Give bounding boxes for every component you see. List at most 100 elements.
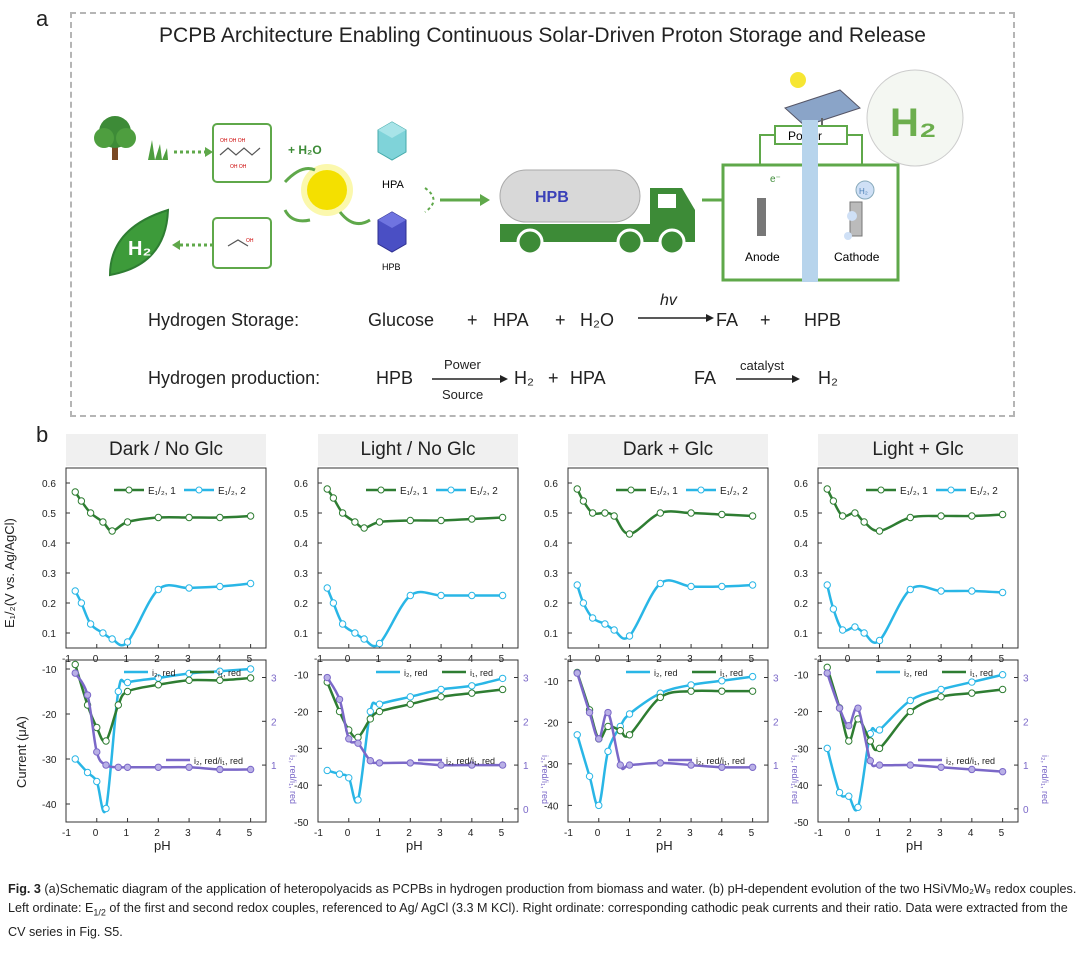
data-point [998,588,1007,597]
legend-marker-e1 [877,486,885,494]
y-tick-label: -30 [794,744,809,755]
data-point [579,497,588,505]
y-tick-label: 0.6 [544,479,558,490]
y2-tick-label: 2 [1023,717,1029,728]
panel-title-3: Dark + Glc [568,434,768,466]
x-tick-label: 2 [656,828,662,839]
y2-tick-label: 3 [1023,674,1029,685]
data-point [498,513,507,522]
plot-frame [317,467,519,649]
figure-caption: Fig. 3 (a)Schematic diagram of the appli… [8,880,1078,942]
data-point [616,726,625,735]
y-tick-label: -30 [294,744,309,755]
y-tick-label: -40 [794,781,809,792]
y-tick-label: 0.6 [294,479,308,490]
data-point [748,512,757,520]
data-point [860,518,868,526]
data-point [875,726,884,734]
data-point [610,512,618,520]
series-line-2 [826,667,1003,752]
x-tick-label: 3 [185,828,191,839]
y-tick-label: 0.5 [42,509,56,520]
y-tick-label: 0.1 [794,629,808,640]
fig-label: Fig. [8,882,31,896]
plot-frame [817,467,1019,649]
data-point [114,763,123,771]
y2-tick-label: 3 [271,674,277,685]
data-point [656,759,665,767]
legend-marker-e2 [195,486,203,494]
data-point [246,665,255,673]
y-tick-label: 0.4 [794,539,808,550]
y-tick-label: -20 [794,708,809,719]
series-line-1 [826,673,1003,812]
series-line-1 [826,488,1003,533]
legend-label-e1: E₁/₂, 1 [400,486,428,497]
data-point [875,527,884,535]
x-tick-label: 5 [749,828,755,839]
y-tick-label: -10 [794,671,809,682]
legend-label-i1: i₁, red [218,668,241,678]
data-point [498,761,507,769]
svg-text:OH OH OH: OH OH OH [220,138,246,144]
data-point [845,737,853,745]
data-point [360,524,368,532]
y-tick-label: -10 [544,677,559,688]
data-point [498,685,507,694]
production-eq-plus: + [548,368,559,388]
data-point [656,693,665,702]
data-point [937,512,945,520]
data-point [573,731,581,739]
series-line-2 [826,584,1003,644]
data-point [718,687,726,695]
data-point [216,513,224,522]
svg-text:OH: OH [246,238,254,244]
storage-eq-hpb: HPB [804,310,842,330]
y-tick-label: -50 [294,818,309,829]
x-tick-label: 2 [406,828,412,839]
legend-label-i1: i₁, red [470,668,493,678]
x-tick-label: 4 [968,828,974,839]
data-point [656,579,665,588]
data-point [437,761,445,769]
legend-marker-e1 [627,486,635,494]
schematic-diagram: OH OH OH OH OH + H₂O OH H₂ HPA HPB HPB [94,69,964,282]
y-tick-label: 0.1 [294,629,308,640]
series-line-1 [576,675,753,808]
y-tick-label: 0.2 [544,599,558,610]
data-point [93,723,101,732]
production-eq-arrow-2 [736,375,800,383]
legend-marker-e2 [947,486,955,494]
y2-axis-label: i₂, red/i₁, red [790,755,800,804]
data-point [437,685,445,694]
legend-label-i2: i₂, red [654,668,678,678]
data-point [468,591,476,600]
legend-label-ratio: i₂, red/i₁, red [194,756,243,766]
data-point [216,582,224,591]
y-label-top: E₁/₂(V vs. Ag/AgCl) [2,518,17,628]
data-point [937,587,945,595]
data-point [968,689,976,697]
y2-axis-label: i₂, red/i₁, red [1040,755,1050,804]
data-point [748,581,757,589]
data-point [329,599,338,607]
data-point [366,715,375,723]
data-point [185,584,193,592]
h2-bubble-icon [855,180,875,200]
data-point [246,579,255,588]
data-point [823,581,831,589]
storage-eq-arrow [638,314,714,322]
data-point [748,672,757,681]
y-tick-label: 0.3 [42,569,56,580]
data-point [468,682,476,690]
legend-label-e1: E₁/₂, 1 [148,486,176,497]
storage-eq-glucose: Glucose [368,310,435,330]
production-eq-catalyst: catalyst [740,358,785,373]
caption-text-2: of the first and second redox couples, r… [8,901,1068,939]
data-point [968,678,976,686]
legend-label-i2: i₂, red [404,668,428,678]
data-point [860,629,868,637]
schematic-title: PCPB Architecture Enabling Continuous So… [159,24,926,47]
svg-text:H₂: H₂ [128,238,151,260]
data-point [687,582,695,591]
